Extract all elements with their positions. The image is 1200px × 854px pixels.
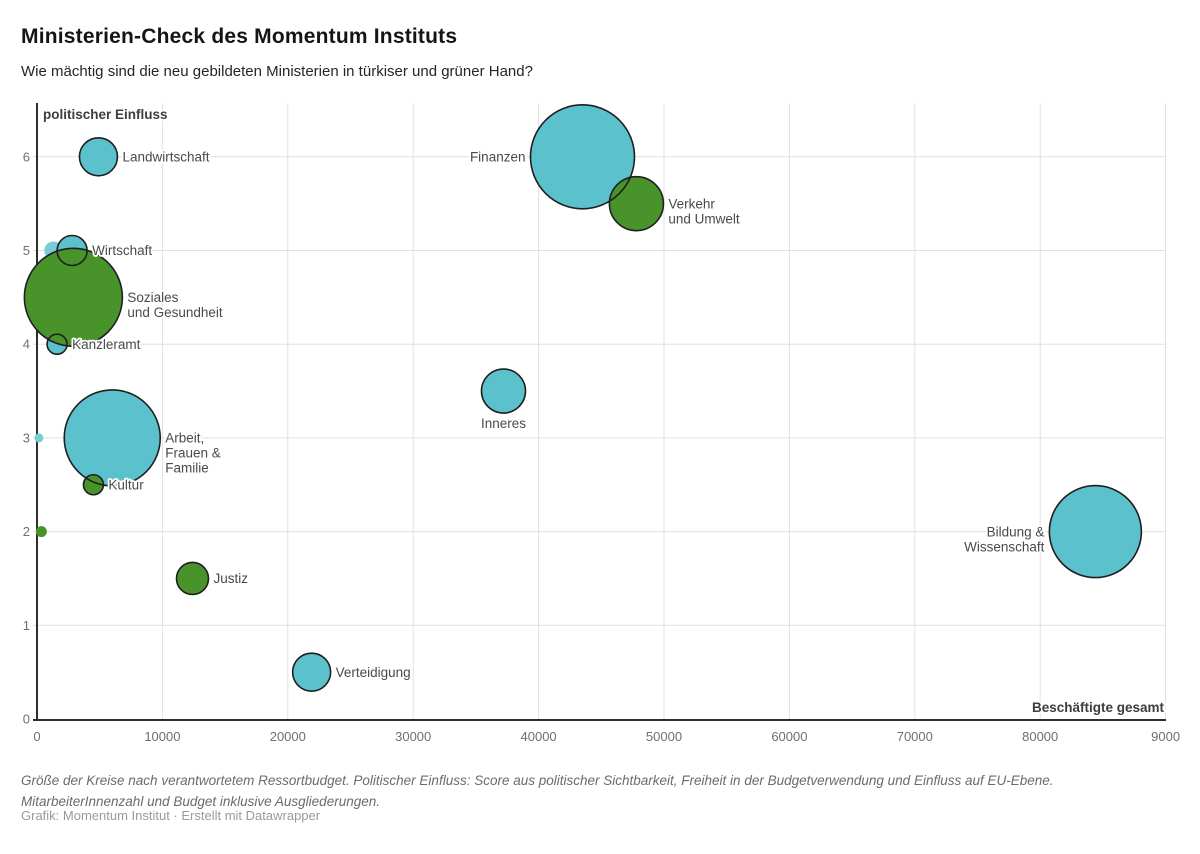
y-tick-label-3: 3 bbox=[23, 430, 30, 445]
bubble-label-verkehr-und-umwelt: und Umwelt bbox=[668, 211, 740, 226]
x-tick-label-40000: 40000 bbox=[521, 729, 557, 744]
bubble-outline-soziales-und-gesundheit bbox=[23, 247, 124, 348]
x-tick-label-10000: 10000 bbox=[144, 729, 180, 744]
x-tick-label-20000: 20000 bbox=[270, 729, 306, 744]
chart-byline: Grafik: Momentum Institut · Erstellt mit… bbox=[21, 808, 321, 823]
bubble-label-inneres: Inneres bbox=[481, 416, 526, 431]
bubble-label-arbeit-frauen-familie: Familie bbox=[165, 461, 209, 476]
bubble-small-bubble-2[interactable] bbox=[34, 433, 44, 443]
x-tick-label-0: 0 bbox=[33, 729, 40, 744]
y-tick-label-6: 6 bbox=[23, 149, 30, 164]
bubble-justiz[interactable] bbox=[176, 562, 209, 595]
bubble-outline-finanzen bbox=[529, 104, 636, 210]
bubble-label-arbeit-frauen-familie: Frauen & bbox=[165, 446, 221, 461]
x-tick-label-80000: 80000 bbox=[1022, 729, 1058, 744]
bubble-outline-inneres bbox=[480, 368, 527, 414]
y-tick-label-5: 5 bbox=[23, 243, 30, 258]
page-title: Ministerien-Check des Momentum Instituts bbox=[21, 25, 458, 48]
y-tick-label-0: 0 bbox=[23, 712, 30, 727]
y-tick-label-2: 2 bbox=[23, 524, 30, 539]
x-tick-label-50000: 50000 bbox=[646, 729, 682, 744]
x-tick-label-70000: 70000 bbox=[897, 729, 933, 744]
x-tick-label-90000: 9000 bbox=[1151, 729, 1180, 744]
bubble-label-kanzleramt: Kanzleramt bbox=[72, 337, 141, 352]
bubble-outline-kanzleramt bbox=[46, 333, 68, 356]
x-axis-title: Beschäftigte gesamt bbox=[1032, 700, 1165, 715]
bubble-verteidigung[interactable] bbox=[292, 653, 331, 692]
bubble-inneres[interactable] bbox=[481, 369, 526, 414]
bubble-chart: Landwirtschaft Finanzen Wirtschaft Kanzlera… bbox=[23, 103, 1180, 744]
bubble-label-landwirtschaft: Landwirtschaft bbox=[122, 150, 209, 165]
bubble-outline-bildung-wissenschaft bbox=[1048, 484, 1143, 579]
y-tick-label-4: 4 bbox=[23, 337, 30, 352]
bubble-arbeit-frauen-familie[interactable] bbox=[64, 389, 161, 486]
bubble-label-wirtschaft: Wirtschaft bbox=[92, 243, 152, 258]
bubble-label-finanzen: Finanzen bbox=[470, 150, 526, 165]
bubble-label-verteidigung: Verteidigung bbox=[336, 665, 411, 680]
bubble-outline-landwirtschaft bbox=[78, 137, 119, 177]
bubble-outline-verkehr-und-umwelt bbox=[608, 175, 665, 232]
bubble-label-bildung-wissenschaft: Wissenschaft bbox=[964, 539, 1045, 554]
bubble-label-arbeit-frauen-familie: Arbeit, bbox=[165, 431, 204, 446]
bubble-outline-verteidigung bbox=[291, 652, 332, 692]
bubble-outline-justiz bbox=[175, 561, 210, 596]
page-subtitle: Wie mächtig sind die neu gebildeten Mini… bbox=[21, 63, 533, 80]
bubble-label-justiz: Justiz bbox=[213, 571, 248, 586]
bubble-landwirtschaft[interactable] bbox=[79, 137, 118, 176]
y-axis-title: politischer Einfluss bbox=[43, 107, 168, 122]
y-tick-label-1: 1 bbox=[23, 618, 30, 633]
bubble-outline-kultur bbox=[82, 473, 105, 496]
bubble-label-bildung-wissenschaft: Bildung & bbox=[987, 524, 1045, 539]
chart-footnotes: Größe der Kreise nach verantwortetem Res… bbox=[21, 773, 1054, 809]
bubble-soziales-und-gesundheit[interactable] bbox=[24, 248, 123, 347]
bubble-outline-arbeit-frauen-familie bbox=[63, 389, 162, 487]
x-tick-label-60000: 60000 bbox=[771, 729, 807, 744]
bubble-small-bubble-3[interactable] bbox=[35, 526, 47, 538]
bubble-label-soziales-und-gesundheit: und Gesundheit bbox=[127, 305, 223, 320]
bubble-label-kultur: Kultur bbox=[108, 477, 144, 492]
bubble-label-soziales-und-gesundheit: Soziales bbox=[127, 290, 178, 305]
bubble-label-verkehr-und-umwelt: Verkehr bbox=[668, 196, 715, 211]
bubble-finanzen[interactable] bbox=[530, 104, 635, 209]
x-tick-label-30000: 30000 bbox=[395, 729, 431, 744]
bubble-bildung-wissenschaft[interactable] bbox=[1049, 485, 1142, 578]
